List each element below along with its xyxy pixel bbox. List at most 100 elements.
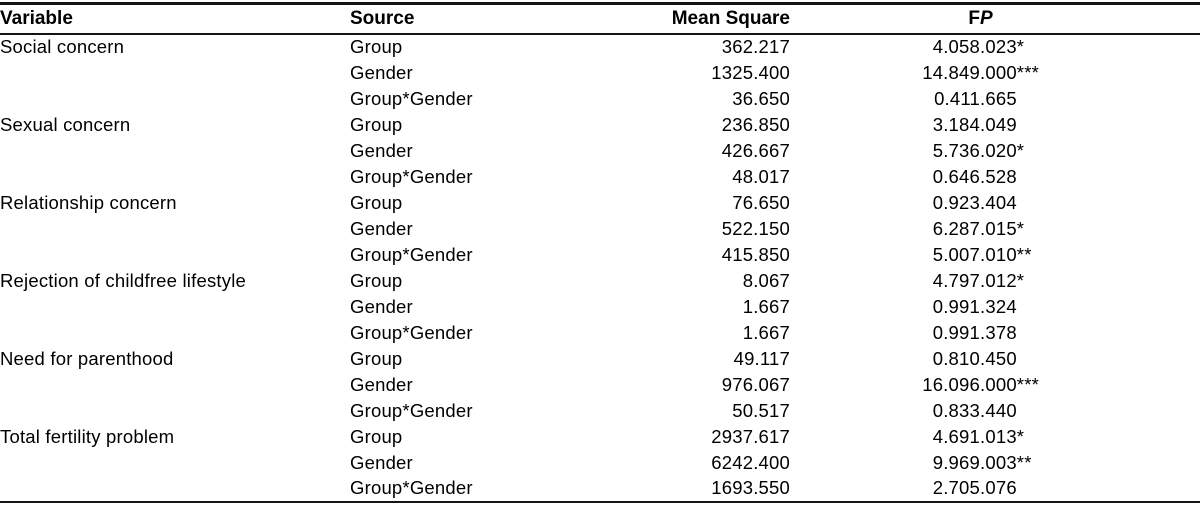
table-row: Rejection of childfree lifestyle Group 8… <box>0 268 1200 294</box>
table-row: Total fertility problem Group 2937.617 4… <box>0 424 1200 450</box>
table-row: Group*Gender 1693.550 2.705 .076 <box>0 476 1200 502</box>
source-cell: Group <box>350 191 403 213</box>
variable-cell <box>0 164 350 190</box>
table-row: Gender 522.150 6.287 .015* <box>0 216 1200 242</box>
p-cell: .049 <box>980 113 1017 135</box>
mean-square-cell: 1325.400 <box>711 61 790 83</box>
p-cell: .665 <box>980 87 1017 109</box>
f-cell: 4.797 <box>932 269 980 291</box>
source-cell: Group <box>350 269 403 291</box>
mean-square-cell: 1.667 <box>742 295 790 317</box>
mean-square-cell: 522.150 <box>721 217 790 239</box>
f-cell: 16.096 <box>922 373 980 395</box>
source-cell: Gender <box>350 139 413 161</box>
f-cell: 0.833 <box>932 399 980 421</box>
variable-cell: Social concern <box>0 36 125 57</box>
f-cell: 2.705 <box>932 477 980 498</box>
f-cell: 0.646 <box>932 165 980 187</box>
source-cell: Group*Gender <box>350 477 473 498</box>
mean-square-cell: 426.667 <box>721 139 790 161</box>
table-row: Group*Gender 1.667 0.991 .378 <box>0 320 1200 346</box>
p-cell: .000*** <box>980 61 1040 83</box>
p-cell: .000*** <box>980 373 1040 395</box>
col-header-variable: Variable <box>0 7 73 29</box>
variable-cell <box>0 242 350 268</box>
source-cell: Group <box>350 347 403 369</box>
mean-square-cell: 8.067 <box>742 269 790 291</box>
mean-square-cell: 50.517 <box>732 399 790 421</box>
source-cell: Group*Gender <box>350 243 473 265</box>
variable-cell: Relationship concern <box>0 191 177 213</box>
p-cell: .324 <box>980 295 1017 317</box>
f-cell: 3.184 <box>932 113 980 135</box>
mean-square-cell: 236.850 <box>721 113 790 135</box>
p-cell: .012* <box>980 269 1025 291</box>
source-cell: Gender <box>350 295 413 317</box>
table-row: Group*Gender 48.017 0.646 .528 <box>0 164 1200 190</box>
mean-square-cell: 6242.400 <box>711 451 790 473</box>
source-cell: Gender <box>350 217 413 239</box>
variable-cell <box>0 476 350 502</box>
f-cell: 0.923 <box>932 191 980 213</box>
p-cell: .378 <box>980 321 1017 343</box>
f-cell: 6.287 <box>932 217 980 239</box>
variable-cell: Need for parenthood <box>0 347 174 369</box>
mean-square-cell: 976.067 <box>721 373 790 395</box>
table-row: Social concern Group 362.217 4.058 .023* <box>0 34 1200 60</box>
variable-cell: Sexual concern <box>0 113 131 135</box>
table-row: Group*Gender 415.850 5.007 .010** <box>0 242 1200 268</box>
f-cell: 0.991 <box>932 295 980 317</box>
f-cell: 0.411 <box>934 87 980 109</box>
source-cell: Gender <box>350 451 413 473</box>
mean-square-cell: 76.650 <box>732 191 790 213</box>
table-row: Relationship concern Group 76.650 0.923 … <box>0 190 1200 216</box>
table-row: Gender 1325.400 14.849 .000*** <box>0 60 1200 86</box>
source-cell: Group*Gender <box>350 165 473 187</box>
f-cell: 5.007 <box>932 243 980 265</box>
variable-cell <box>0 216 350 242</box>
variable-cell <box>0 60 350 86</box>
col-header-f: F <box>968 7 980 29</box>
table-row: Need for parenthood Group 49.117 0.810 .… <box>0 346 1200 372</box>
table-row: Group*Gender 36.650 0.411 .665 <box>0 86 1200 112</box>
p-cell: .013* <box>980 425 1025 447</box>
mean-square-cell: 2937.617 <box>711 425 790 447</box>
source-cell: Gender <box>350 373 413 395</box>
source-cell: Group <box>350 425 403 447</box>
variable-cell <box>0 398 350 424</box>
col-header-source: Source <box>350 7 415 29</box>
variable-cell: Rejection of childfree lifestyle <box>0 269 246 291</box>
table-row: Gender 976.067 16.096 .000*** <box>0 372 1200 398</box>
f-cell: 4.058 <box>932 36 980 57</box>
mean-square-cell: 415.850 <box>721 243 790 265</box>
p-cell: .404 <box>980 191 1017 213</box>
variable-cell <box>0 372 350 398</box>
table-row: Group*Gender 50.517 0.833 .440 <box>0 398 1200 424</box>
p-cell: .528 <box>980 165 1017 187</box>
source-cell: Group*Gender <box>350 87 473 109</box>
table-row: Gender 426.667 5.736 .020* <box>0 138 1200 164</box>
table-row: Sexual concern Group 236.850 3.184 .049 <box>0 112 1200 138</box>
p-cell: .076 <box>980 477 1017 498</box>
mean-square-cell: 1693.550 <box>711 477 790 498</box>
p-cell: .010** <box>980 243 1032 265</box>
p-cell: .015* <box>980 217 1025 239</box>
f-cell: 0.810 <box>932 347 980 369</box>
col-header-p: P <box>980 7 993 29</box>
col-header-mean-square: Mean Square <box>671 7 790 29</box>
p-cell: .003** <box>980 451 1032 473</box>
table-row: Gender 6242.400 9.969 .003** <box>0 450 1200 476</box>
f-cell: 9.969 <box>932 451 980 473</box>
f-cell: 5.736 <box>932 139 980 161</box>
variable-cell <box>0 450 350 476</box>
mean-square-cell: 49.117 <box>733 347 790 369</box>
p-cell: .020* <box>980 139 1025 161</box>
variable-cell <box>0 294 350 320</box>
p-cell: .450 <box>980 347 1017 369</box>
variable-cell: Total fertility problem <box>0 425 175 447</box>
source-cell: Group*Gender <box>350 321 473 343</box>
variable-cell <box>0 138 350 164</box>
p-cell: .440 <box>980 399 1017 421</box>
